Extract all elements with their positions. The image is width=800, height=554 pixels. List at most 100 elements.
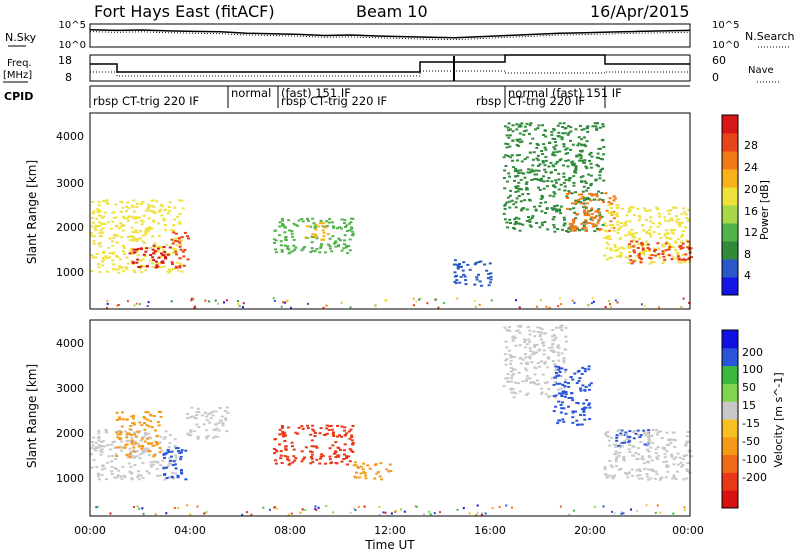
heatmap-cell	[99, 445, 103, 448]
heatmap-cell	[508, 326, 512, 328]
heatmap-cell	[643, 467, 646, 470]
heatmap-cell	[464, 283, 468, 286]
heatmap-cell	[322, 235, 326, 238]
heatmap-cell	[506, 143, 510, 146]
heatmap-cell	[616, 429, 620, 432]
heatmap-cell	[628, 220, 632, 223]
heatmap-cell	[660, 437, 664, 439]
beam-title: Beam 10	[356, 2, 428, 21]
heatmap-cell	[553, 396, 557, 399]
heatmap-cell	[508, 134, 512, 137]
heatmap-cell	[626, 245, 630, 248]
heatmap-cell	[536, 326, 540, 329]
heatmap-cell	[559, 183, 563, 186]
heatmap-cell	[189, 513, 192, 516]
heatmap-cell	[160, 449, 164, 452]
heatmap-cell	[327, 429, 331, 432]
heatmap-cell	[311, 233, 315, 236]
heatmap-cell	[603, 473, 607, 475]
heatmap-cell	[130, 454, 134, 457]
heatmap-cell	[533, 205, 536, 208]
heatmap-cell	[680, 465, 684, 468]
heatmap-cell	[98, 224, 102, 227]
heatmap-cell	[560, 395, 564, 397]
heatmap-cell	[572, 175, 576, 178]
heatmap-cell	[654, 470, 658, 473]
heatmap-cell	[561, 132, 565, 135]
heatmap-cell	[162, 249, 166, 252]
heatmap-cell	[153, 242, 157, 245]
heatmap-cell	[130, 235, 134, 238]
heatmap-cell	[157, 424, 161, 427]
heatmap-cell	[579, 154, 583, 157]
heatmap-cell	[616, 255, 619, 258]
heatmap-cell	[174, 237, 178, 240]
heatmap-cell	[159, 464, 163, 467]
heatmap-cell	[551, 152, 555, 155]
heatmap-cell	[167, 268, 171, 271]
heatmap-cell	[550, 133, 554, 136]
heatmap-cell	[292, 244, 296, 247]
heatmap-cell	[459, 265, 463, 268]
heatmap-cell	[102, 200, 106, 203]
heatmap-cell	[635, 474, 639, 477]
heatmap-cell	[519, 362, 523, 365]
heatmap-cell	[350, 434, 353, 437]
heatmap-cell	[290, 512, 293, 515]
heatmap-cell	[618, 255, 622, 257]
heatmap-cell	[567, 179, 571, 182]
heatmap-cell	[537, 124, 541, 127]
freq-label-1: Freq.	[7, 58, 32, 69]
heatmap-cell	[293, 459, 297, 462]
x-tick-4: 16:00	[474, 524, 506, 537]
heatmap-cell	[577, 142, 581, 145]
heatmap-cell	[163, 251, 167, 254]
x-axis: 00:00 04:00 08:00 12:00 16:00 20:00 00:0…	[74, 524, 704, 552]
heatmap-cell	[584, 206, 588, 209]
heatmap-cell	[583, 212, 587, 214]
heatmap-cell	[558, 392, 561, 395]
heatmap-cell	[627, 211, 631, 213]
heatmap-cell	[273, 452, 277, 455]
heatmap-cell	[116, 436, 120, 439]
heatmap-cell	[173, 438, 177, 441]
heatmap-cell	[97, 475, 100, 478]
heatmap-cell	[121, 216, 125, 218]
heatmap-cell	[174, 454, 177, 457]
heatmap-cell	[313, 233, 317, 236]
heatmap-cell	[585, 230, 589, 232]
heatmap-cell	[552, 395, 556, 398]
heatmap-cell	[314, 234, 318, 237]
heatmap-cell	[521, 193, 525, 196]
heatmap-cell	[510, 391, 514, 394]
heatmap-cell	[130, 226, 134, 229]
heatmap-cell	[611, 510, 613, 513]
heatmap-cell	[647, 436, 650, 439]
heatmap-cell	[581, 366, 585, 369]
heatmap-cell	[241, 306, 244, 309]
heatmap-cell	[517, 222, 521, 225]
heatmap-cell	[613, 512, 616, 515]
heatmap-cell	[505, 358, 509, 361]
heatmap-cell	[554, 381, 557, 383]
heatmap-cell	[152, 415, 156, 417]
heatmap-cell	[122, 247, 126, 249]
heatmap-cell	[645, 473, 649, 475]
heatmap-cell	[587, 402, 591, 405]
vel-ytick-2000: 2000	[56, 427, 84, 440]
heatmap-cell	[541, 373, 545, 376]
heatmap-cell	[278, 221, 282, 224]
heatmap-cell	[385, 299, 388, 302]
heatmap-cell	[522, 133, 526, 136]
heatmap-cell	[118, 438, 122, 441]
heatmap-cell	[108, 252, 112, 255]
heatmap-cell	[642, 462, 646, 465]
heatmap-cell	[669, 217, 673, 220]
heatmap-cell	[585, 399, 589, 402]
heatmap-cell	[680, 258, 684, 261]
heatmap-cell	[570, 192, 574, 195]
heatmap-cell	[576, 423, 579, 426]
heatmap-cell	[166, 253, 170, 256]
heatmap-cell	[590, 213, 594, 216]
heatmap-cell	[373, 464, 377, 466]
